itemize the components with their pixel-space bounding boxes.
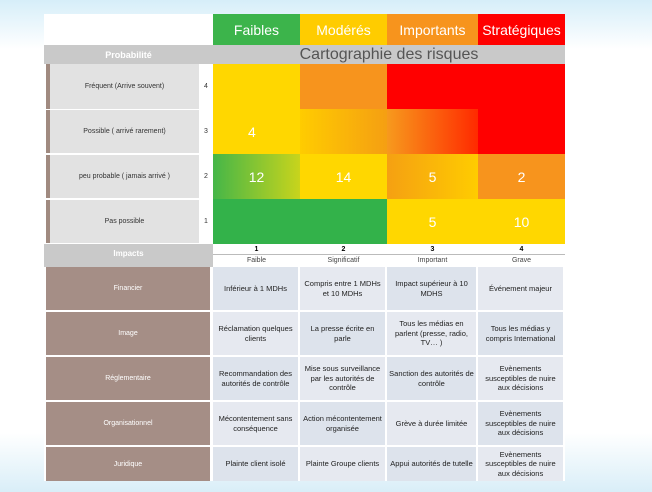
probability-row-label: Pas possible bbox=[46, 200, 199, 243]
matrix-cell bbox=[478, 64, 565, 109]
level-header-importants: Importants bbox=[387, 14, 478, 45]
impact-cell: La presse écrite en parle bbox=[300, 312, 385, 355]
impact-cell: Plainte client isolé bbox=[213, 447, 298, 481]
probability-row-number: 3 bbox=[199, 110, 213, 153]
probability-band bbox=[44, 45, 565, 64]
impact-column-label: Faible bbox=[213, 254, 300, 265]
impact-cell: Événement majeur bbox=[478, 267, 563, 310]
impact-cell: Plainte Groupe clients bbox=[300, 447, 385, 481]
matrix-cell bbox=[387, 64, 478, 109]
matrix-cell: 4 bbox=[213, 109, 300, 154]
probability-row-number: 4 bbox=[199, 64, 213, 109]
impact-cell: Sanction des autorités de contrôle bbox=[387, 357, 476, 400]
impact-cell: Tous les médias y compris International bbox=[478, 312, 563, 355]
impact-cell: Action mécontentement organisée bbox=[300, 402, 385, 445]
impact-cell: Recommandation des autorités de contrôle bbox=[213, 357, 298, 400]
probability-row-number: 1 bbox=[199, 200, 213, 243]
impact-cell: Evènements susceptibles de nuire aux déc… bbox=[478, 447, 563, 481]
impacts-header-band bbox=[44, 262, 213, 267]
probability-header: Probabilité bbox=[105, 49, 152, 60]
impact-cell: Tous les médias en parlent (presse, radi… bbox=[387, 312, 476, 355]
impact-row-label: Juridique bbox=[46, 447, 210, 481]
impact-column-number: 2 bbox=[300, 244, 387, 254]
impact-cell: Appui autorités de tutelle bbox=[387, 447, 476, 481]
impact-cell: Mécontentement sans conséquence bbox=[213, 402, 298, 445]
matrix-cell bbox=[300, 199, 387, 244]
level-header-moderes: Modérés bbox=[300, 14, 387, 45]
impact-column-number: 3 bbox=[387, 244, 478, 254]
impact-cell: Evènements susceptibles de nuire aux déc… bbox=[478, 357, 563, 400]
matrix-cell bbox=[213, 64, 300, 109]
impact-cell: Compris entre 1 MDHs et 10 MDHs bbox=[300, 267, 385, 310]
impact-cell: Grève à durée limitée bbox=[387, 402, 476, 445]
matrix-cell bbox=[387, 109, 478, 154]
impact-cell: Réclamation quelques clients bbox=[213, 312, 298, 355]
matrix-cell: 5 bbox=[387, 154, 478, 199]
impact-cell: Mise sous surveillance par les autorités… bbox=[300, 357, 385, 400]
impact-cell: Evènements susceptibles de nuire aux déc… bbox=[478, 402, 563, 445]
impact-cell: Inférieur à 1 MDHs bbox=[213, 267, 298, 310]
impact-column-label: Important bbox=[387, 254, 478, 265]
impact-column-label: Grave bbox=[478, 254, 565, 265]
matrix-cell bbox=[213, 199, 300, 244]
probability-row-label: Fréquent (Arrive souvent) bbox=[46, 64, 199, 109]
matrix-cell: 14 bbox=[300, 154, 387, 199]
impact-cell: Impact supérieur à 10 MDHS bbox=[387, 267, 476, 310]
matrix-cell: 2 bbox=[478, 154, 565, 199]
probability-row-label: Possible ( arrivé rarement) bbox=[46, 110, 199, 153]
matrix-cell: 10 bbox=[478, 199, 565, 244]
impact-column-number: 4 bbox=[478, 244, 565, 254]
impact-column-number: 1 bbox=[213, 244, 300, 254]
matrix-cell: 5 bbox=[387, 199, 478, 244]
matrix-cell: 12 bbox=[213, 154, 300, 199]
page-title: Cartographie des risques bbox=[299, 45, 479, 63]
impacts-header: Impacts bbox=[44, 244, 213, 262]
probability-row-number: 2 bbox=[199, 155, 213, 198]
probability-row-label: peu probable ( jamais arrivé ) bbox=[46, 155, 199, 198]
impact-row-label: Image bbox=[46, 312, 210, 355]
risk-map-slide: Faibles Modérés Importants Stratégiques … bbox=[44, 14, 565, 481]
impact-row-label: Financier bbox=[46, 267, 210, 310]
impact-column-label: Significatif bbox=[300, 254, 387, 265]
level-header-faibles: Faibles bbox=[213, 14, 300, 45]
matrix-cell bbox=[300, 64, 387, 109]
impact-row-label: Réglementaire bbox=[46, 357, 210, 400]
matrix-cell bbox=[300, 109, 387, 154]
matrix-cell bbox=[478, 109, 565, 154]
level-header-strategiques: Stratégiques bbox=[478, 14, 565, 45]
impact-row-label: Organisationnel bbox=[46, 402, 210, 445]
